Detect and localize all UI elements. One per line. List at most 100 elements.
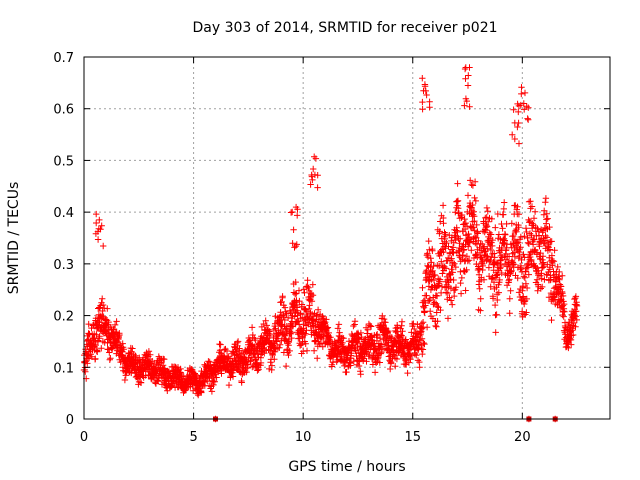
axis-ticks: 0 0.1 0.2 0.3 0.4 0.5 0.6 0.7 0 5 10 15 20 bbox=[53, 51, 610, 445]
data-point bbox=[210, 381, 217, 389]
data-point bbox=[528, 203, 536, 210]
data-point bbox=[433, 292, 441, 300]
data-point bbox=[515, 224, 522, 231]
data-point bbox=[121, 376, 129, 384]
data-point bbox=[364, 326, 371, 333]
data-point bbox=[514, 274, 521, 282]
data-point bbox=[524, 239, 532, 246]
data-point bbox=[436, 252, 443, 260]
data-point bbox=[293, 241, 300, 248]
data-point bbox=[522, 225, 530, 232]
data-point bbox=[511, 135, 518, 143]
data-point bbox=[279, 293, 286, 300]
data-point bbox=[419, 325, 426, 332]
data-point bbox=[213, 374, 220, 381]
data-point bbox=[116, 331, 123, 339]
data-point bbox=[546, 223, 553, 231]
data-point bbox=[358, 333, 365, 341]
data-point bbox=[483, 223, 491, 230]
data-point bbox=[249, 331, 256, 339]
data-point bbox=[471, 233, 479, 241]
data-point bbox=[461, 102, 468, 109]
data-point bbox=[385, 327, 392, 335]
data-point bbox=[428, 268, 435, 275]
data-point bbox=[426, 104, 433, 111]
data-point bbox=[539, 253, 547, 260]
data-point bbox=[524, 115, 531, 122]
data-point bbox=[278, 298, 285, 306]
data-point bbox=[451, 260, 458, 267]
data-point bbox=[493, 311, 500, 318]
data-point bbox=[426, 98, 433, 105]
data-point bbox=[514, 100, 521, 108]
data-point bbox=[561, 300, 568, 308]
data-point bbox=[247, 357, 254, 364]
data-point bbox=[521, 274, 529, 281]
data-point bbox=[489, 236, 496, 244]
data-point bbox=[427, 264, 434, 271]
data-point bbox=[363, 358, 370, 365]
data-point bbox=[423, 91, 430, 99]
data-point bbox=[483, 204, 491, 212]
data-point bbox=[145, 348, 153, 355]
data-point bbox=[479, 256, 486, 263]
data-point bbox=[448, 266, 455, 273]
data-point bbox=[494, 210, 501, 218]
data-point bbox=[565, 344, 572, 352]
data-point bbox=[426, 297, 433, 304]
data-point bbox=[520, 100, 527, 107]
data-point bbox=[252, 336, 259, 344]
data-point bbox=[314, 355, 321, 362]
y-tick-label: 0.6 bbox=[53, 103, 74, 118]
data-point bbox=[426, 273, 433, 280]
data-point bbox=[111, 321, 119, 329]
x-tick-label: 15 bbox=[404, 430, 421, 445]
data-point bbox=[248, 324, 256, 331]
data-point bbox=[307, 181, 314, 188]
data-point bbox=[518, 90, 525, 98]
data-point bbox=[304, 277, 311, 284]
data-point bbox=[487, 283, 494, 290]
data-point bbox=[225, 381, 233, 389]
data-point bbox=[461, 65, 469, 73]
data-point bbox=[85, 320, 92, 328]
data-point bbox=[216, 347, 224, 354]
data-point bbox=[272, 325, 279, 332]
data-point bbox=[419, 98, 426, 106]
data-point bbox=[122, 372, 129, 379]
data-point bbox=[115, 334, 122, 341]
data-point bbox=[476, 265, 483, 273]
data-point bbox=[365, 353, 372, 360]
data-point bbox=[517, 101, 524, 109]
data-point bbox=[483, 222, 490, 229]
data-point bbox=[337, 351, 345, 358]
data-point bbox=[405, 359, 413, 366]
data-point bbox=[494, 271, 501, 278]
data-point bbox=[431, 271, 439, 279]
data-point bbox=[548, 252, 556, 259]
data-point bbox=[367, 323, 375, 330]
data-point bbox=[465, 72, 472, 79]
data-point bbox=[436, 276, 444, 283]
data-point bbox=[551, 271, 559, 278]
data-point bbox=[543, 210, 550, 217]
data-point bbox=[476, 285, 483, 292]
data-point bbox=[462, 64, 469, 71]
data-point bbox=[376, 359, 383, 366]
data-point bbox=[281, 316, 288, 324]
data-point bbox=[540, 259, 547, 266]
data-point bbox=[92, 230, 100, 237]
data-point bbox=[215, 368, 222, 376]
data-point bbox=[471, 178, 479, 185]
data-point bbox=[419, 346, 427, 353]
y-axis-label: SRMTID / TECUs bbox=[6, 182, 22, 295]
data-point bbox=[299, 334, 306, 341]
data-point bbox=[488, 215, 495, 223]
data-point bbox=[523, 228, 530, 236]
data-point bbox=[312, 155, 320, 162]
data-point bbox=[437, 306, 444, 314]
data-point bbox=[469, 182, 477, 189]
data-point bbox=[310, 165, 317, 173]
data-point bbox=[507, 287, 514, 294]
